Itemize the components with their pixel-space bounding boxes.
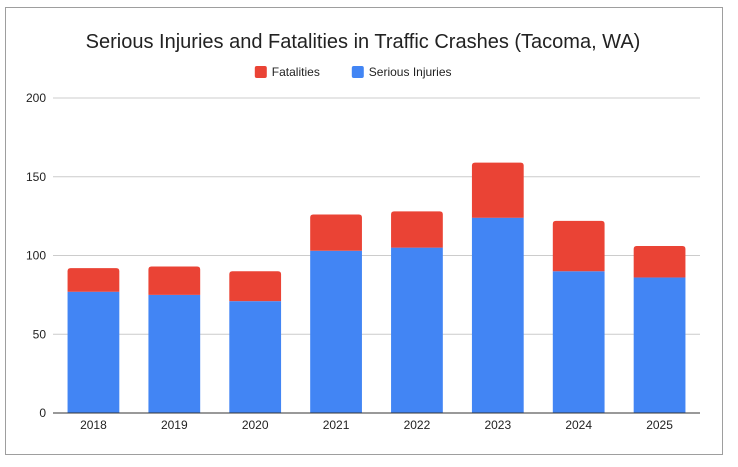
x-axis: 2018 2019 2020 2021 2022 2023 2024 2025 bbox=[53, 412, 700, 432]
y-tick-label: 150 bbox=[26, 170, 46, 184]
bar-fatalities bbox=[310, 214, 362, 251]
bar-serious-injuries bbox=[471, 217, 524, 413]
bar-fatalities bbox=[552, 220, 605, 272]
y-tick-label: 50 bbox=[33, 327, 47, 341]
bar-fatalities bbox=[471, 162, 524, 218]
bar-fatalities bbox=[391, 211, 443, 248]
legend-label: Serious Injuries bbox=[369, 65, 452, 79]
x-tick-label: 2020 bbox=[242, 418, 269, 432]
x-tick-label: 2024 bbox=[565, 418, 592, 432]
x-tick-label: 2019 bbox=[161, 418, 188, 432]
x-tick-label: 2022 bbox=[404, 418, 431, 432]
bar-fatalities bbox=[229, 271, 282, 302]
x-tick-label: 2025 bbox=[646, 418, 673, 432]
bar-serious-injuries bbox=[310, 250, 362, 413]
y-tick-label: 0 bbox=[39, 406, 46, 420]
bar-fatalities bbox=[633, 246, 686, 278]
bar-serious-injuries bbox=[552, 271, 605, 413]
legend-swatch-serious-injuries bbox=[351, 66, 364, 78]
legend-label: Fatalities bbox=[272, 65, 320, 79]
bar-serious-injuries bbox=[633, 277, 686, 413]
x-tick-label: 2023 bbox=[484, 418, 511, 432]
legend-swatch-fatalities bbox=[254, 66, 267, 78]
chart-title: Serious Injuries and Fatalities in Traff… bbox=[86, 31, 641, 53]
bar-serious-injuries bbox=[229, 301, 282, 413]
legend: Fatalities Serious Injuries bbox=[254, 65, 452, 79]
y-axis: 0 50 100 150 200 bbox=[26, 91, 46, 420]
bar-fatalities bbox=[67, 268, 120, 292]
bar-serious-injuries bbox=[67, 291, 120, 413]
x-tick-label: 2018 bbox=[80, 418, 107, 432]
bars bbox=[67, 162, 686, 413]
bar-fatalities bbox=[148, 266, 201, 295]
x-tick-label: 2021 bbox=[323, 418, 350, 432]
y-tick-label: 200 bbox=[26, 91, 46, 105]
y-tick-label: 100 bbox=[26, 249, 46, 263]
bar-serious-injuries bbox=[148, 294, 201, 413]
bar-serious-injuries bbox=[391, 247, 443, 413]
